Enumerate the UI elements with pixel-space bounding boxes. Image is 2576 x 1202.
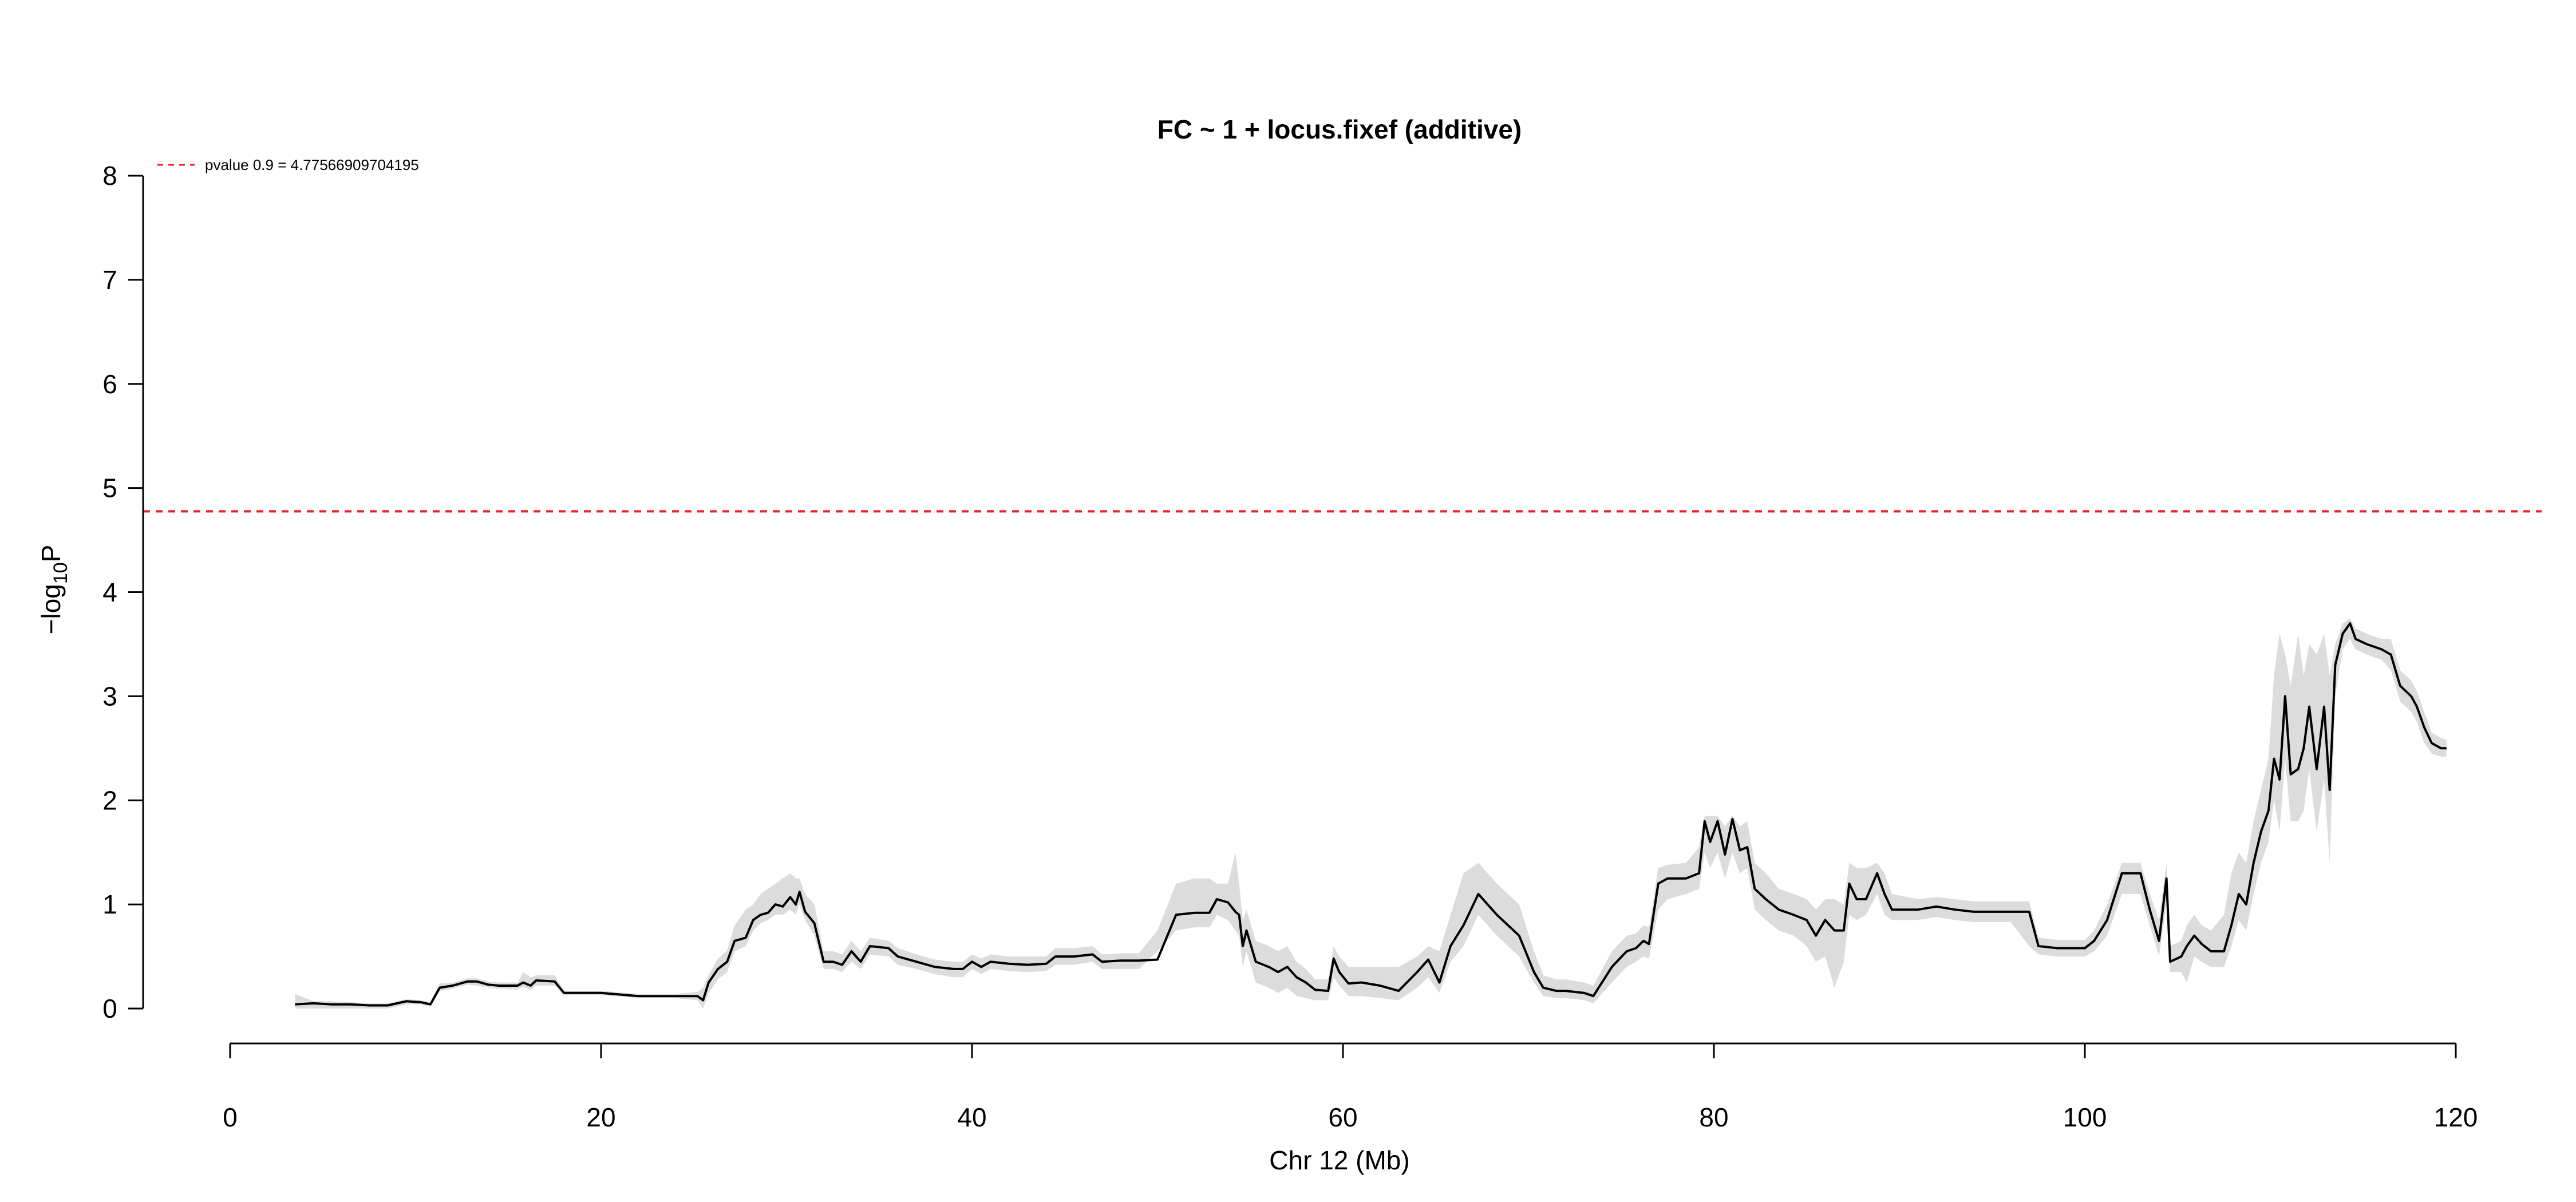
y-axis: 0 1 2 3 4 5 6 7 8 bbox=[102, 161, 144, 1023]
y-tick-label: 3 bbox=[102, 681, 117, 711]
x-tick-label: 40 bbox=[957, 1102, 986, 1132]
x-tick-label: 0 bbox=[223, 1102, 238, 1132]
x-axis: 0 20 40 60 80 100 120 bbox=[223, 1042, 2478, 1132]
series-line bbox=[295, 622, 2447, 1007]
x-tick-label: 80 bbox=[1699, 1102, 1728, 1132]
x-tick-label: 120 bbox=[2434, 1102, 2478, 1132]
y-tick-label: 0 bbox=[102, 994, 117, 1023]
plot-area bbox=[143, 510, 2542, 1009]
x-tick-label: 100 bbox=[2063, 1102, 2107, 1132]
x-axis-label: Chr 12 (Mb) bbox=[1269, 1145, 1409, 1175]
chart-title: FC ~ 1 + locus.fixef (additive) bbox=[1157, 114, 1522, 144]
y-tick-label: 8 bbox=[102, 161, 117, 191]
x-tick-label: 60 bbox=[1328, 1102, 1357, 1132]
legend-threshold-label: pvalue 0.9 = 4.77566909704195 bbox=[205, 156, 419, 173]
y-tick-label: 7 bbox=[102, 265, 117, 295]
y-tick-label: 4 bbox=[102, 578, 117, 607]
x-tick-label: 20 bbox=[586, 1102, 615, 1132]
y-tick-label: 1 bbox=[102, 889, 117, 919]
y-tick-label: 2 bbox=[102, 785, 117, 815]
y-tick-label: 5 bbox=[102, 473, 117, 503]
y-axis-label: −log10P bbox=[36, 545, 72, 635]
confidence-band bbox=[295, 618, 2447, 1009]
y-tick-label: 6 bbox=[102, 369, 117, 399]
legend: pvalue 0.9 = 4.77566909704195 bbox=[157, 156, 419, 173]
